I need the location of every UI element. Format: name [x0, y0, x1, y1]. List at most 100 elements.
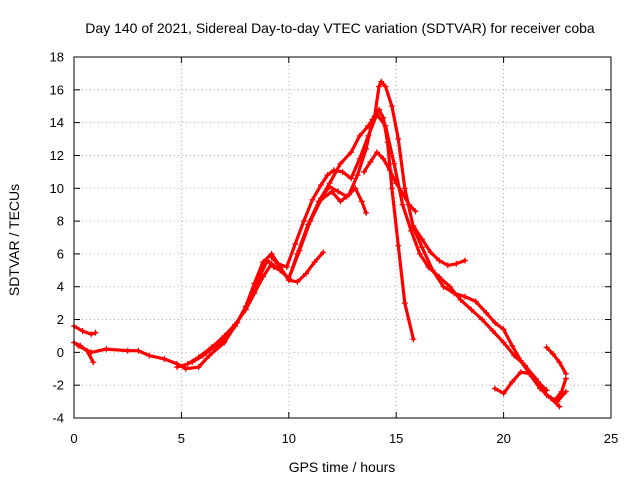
data-point-marker: [425, 264, 432, 270]
data-point-marker: [315, 198, 322, 205]
x-tick-label: 20: [496, 431, 510, 446]
data-point-marker: [92, 329, 99, 336]
x-tick-label: 25: [604, 431, 618, 446]
data-point-marker: [90, 359, 97, 366]
data-point-marker: [311, 259, 318, 266]
data-point-marker: [373, 149, 380, 156]
data-point-marker: [343, 193, 350, 200]
data-point-marker: [124, 347, 131, 354]
data-point-marker: [88, 349, 95, 356]
data-point-marker: [406, 201, 413, 208]
x-axis-label: GPS time / hours: [289, 459, 396, 475]
data-point-marker: [348, 149, 355, 156]
x-tick-label: 10: [282, 431, 296, 446]
plot-frame: [73, 56, 612, 419]
data-point-marker: [283, 264, 290, 270]
data-point-marker: [444, 262, 451, 269]
data-point-marker: [543, 387, 550, 394]
series-arc-5: [189, 111, 569, 405]
data-point-marker: [388, 103, 395, 110]
data-point-marker: [378, 78, 385, 85]
data-point-marker: [419, 244, 425, 251]
gridlines: [74, 57, 611, 418]
data-point-marker: [305, 221, 312, 228]
data-point-marker: [517, 369, 524, 376]
data-point-marker: [309, 196, 316, 203]
data-point-marker: [210, 344, 217, 351]
series-arc-10: [492, 369, 550, 397]
data-point-marker: [199, 352, 206, 359]
y-tick-label: -2: [52, 378, 64, 393]
series-line: [72, 324, 98, 336]
data-point-marker: [388, 185, 395, 192]
y-tick-label: 10: [50, 181, 64, 196]
data-point-marker: [410, 223, 417, 229]
data-point-marker: [300, 218, 307, 225]
data-point-marker: [472, 298, 479, 305]
series-arc-6: [268, 249, 327, 285]
y-tick-label: 8: [57, 214, 64, 229]
data-point-marker: [182, 365, 189, 372]
data-point-marker: [399, 201, 406, 208]
data-point-marker: [294, 250, 301, 257]
data-point-marker: [393, 180, 400, 187]
data-point-marker: [373, 111, 380, 118]
data-point-marker: [401, 185, 408, 192]
data-point-marker: [416, 250, 423, 257]
data-point-marker: [446, 283, 453, 290]
data-point-marker: [365, 132, 372, 139]
data-point-marker: [483, 310, 490, 316]
data-point-marker: [492, 319, 498, 326]
data-point-marker: [457, 296, 464, 303]
data-point-marker: [509, 378, 516, 385]
data-point-marker: [348, 175, 355, 182]
data-point-marker: [550, 351, 556, 357]
data-point-marker: [543, 344, 550, 351]
data-point-marker: [419, 236, 425, 243]
data-point-marker: [558, 388, 565, 395]
data-point-marker: [146, 352, 153, 359]
data-point-marker: [535, 378, 541, 385]
data-point-marker: [161, 355, 168, 362]
data-point-marker: [363, 209, 370, 216]
data-point-marker: [232, 323, 239, 330]
data-point-marker: [337, 160, 344, 167]
data-point-marker: [79, 328, 86, 334]
data-point-marker: [376, 83, 382, 90]
series-arc-7: [318, 183, 370, 216]
data-point-marker: [337, 198, 344, 205]
data-point-marker: [354, 172, 361, 179]
data-point-marker: [285, 277, 292, 284]
data-point-marker: [500, 339, 507, 346]
data-point-marker: [453, 260, 460, 267]
x-tick-label: 15: [389, 431, 403, 446]
data-point-marker: [88, 331, 95, 338]
y-tick-label: 2: [57, 312, 64, 327]
data-point-marker: [395, 136, 402, 142]
data-point-marker: [367, 159, 374, 165]
data-point-marker: [251, 280, 258, 287]
data-point-marker: [386, 167, 393, 174]
data-point-marker: [135, 347, 142, 354]
data-point-marker: [526, 370, 533, 377]
data-point-marker: [324, 172, 331, 179]
data-point-marker: [382, 83, 389, 90]
data-point-marker: [522, 362, 529, 369]
data-point-marker: [562, 375, 569, 382]
data-series: [71, 78, 569, 410]
data-point-marker: [320, 249, 327, 256]
data-point-marker: [556, 359, 563, 366]
data-point-marker: [268, 260, 275, 267]
data-point-marker: [326, 183, 333, 190]
data-point-marker: [361, 168, 367, 175]
data-point-marker: [318, 182, 324, 188]
y-tick-label: 14: [50, 115, 64, 130]
x-tick-label: 5: [178, 431, 185, 446]
data-point-marker: [410, 336, 417, 343]
data-point-marker: [412, 208, 419, 215]
data-point-marker: [399, 190, 406, 197]
y-tick-label: -4: [52, 411, 64, 426]
data-point-marker: [195, 364, 202, 371]
